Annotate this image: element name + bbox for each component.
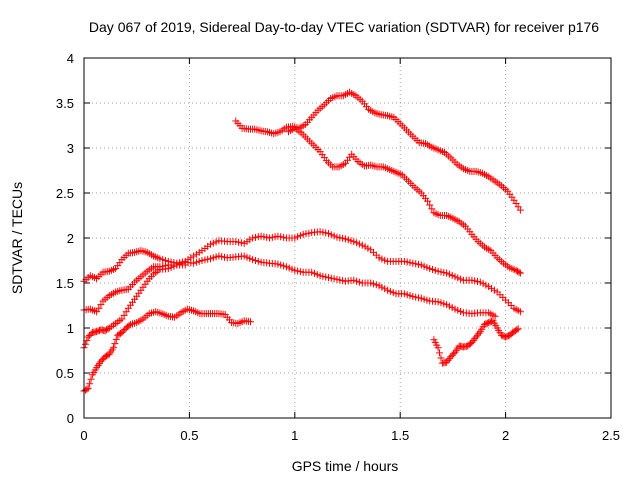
satellite-track-3 [80, 261, 189, 352]
grid [84, 58, 611, 418]
y-tick-label: 4 [67, 51, 74, 66]
x-tick-label: 0.5 [180, 428, 198, 443]
data-point [381, 285, 389, 293]
data-point [514, 267, 521, 275]
data-point [488, 317, 495, 325]
satellite-track-1 [80, 228, 524, 316]
data-point [302, 230, 310, 238]
data-point [513, 326, 521, 334]
y-tick-label: 0 [67, 411, 74, 426]
data-point [514, 325, 522, 333]
data-point [355, 240, 363, 248]
data-point [249, 256, 257, 264]
satellite-track-4 [80, 305, 254, 395]
x-tick-label: 0 [80, 428, 87, 443]
data-point [516, 206, 524, 214]
data-points [80, 88, 524, 395]
data-point [93, 328, 101, 336]
satellite-track-5 [232, 88, 524, 214]
data-point [475, 329, 483, 337]
data-point [436, 349, 443, 357]
data-point [428, 205, 436, 213]
data-point [444, 356, 452, 364]
data-point [486, 318, 494, 326]
data-point [119, 327, 127, 335]
y-tick-label: 1.5 [56, 276, 74, 291]
x-tick-label: 1 [291, 428, 298, 443]
data-point [409, 293, 417, 300]
data-point [247, 318, 254, 326]
x-axis-label: GPS time / hours [292, 458, 399, 474]
data-point [112, 335, 120, 343]
data-point [86, 380, 94, 388]
data-point [81, 340, 89, 348]
data-point [95, 304, 103, 312]
data-point [472, 333, 480, 341]
data-point [434, 267, 442, 275]
data-point [355, 278, 363, 286]
data-point [198, 257, 206, 264]
data-point [93, 308, 101, 316]
data-point [516, 269, 524, 277]
data-point [118, 315, 126, 323]
data-point [434, 298, 442, 306]
data-point [450, 350, 458, 358]
data-point [474, 331, 481, 339]
data-point [330, 275, 338, 283]
data-point [424, 197, 432, 205]
data-point [469, 337, 477, 345]
data-point [515, 268, 523, 276]
data-point [437, 354, 445, 362]
data-point [409, 259, 417, 267]
x-tick-label: 2 [502, 428, 509, 443]
x-tick-label: 1.5 [391, 428, 409, 443]
y-tick-label: 0.5 [56, 366, 74, 381]
y-tick-label: 1 [67, 321, 74, 336]
data-point [381, 256, 389, 264]
y-tick-label: 3.5 [56, 96, 74, 111]
y-tick-label: 3 [67, 141, 74, 156]
data-point [249, 234, 257, 242]
data-point [488, 284, 495, 292]
data-point [516, 308, 524, 316]
data-point [181, 261, 189, 269]
data-point [110, 344, 117, 352]
data-point [97, 301, 105, 309]
data-point [84, 384, 92, 392]
data-point [471, 335, 479, 343]
data-point [87, 375, 95, 383]
plot-frame [83, 57, 612, 419]
data-point [125, 322, 133, 330]
data-point [512, 266, 520, 274]
satellite-track-6 [285, 124, 524, 277]
data-point [120, 311, 128, 319]
data-point [111, 340, 119, 348]
data-point [468, 338, 476, 346]
axis-ticks: 0 0.5 1 1.5 2 2.5 0 0.5 1 1.5 2 2.5 3 3.5 4 [56, 51, 620, 443]
data-point [330, 232, 338, 240]
x-tick-label: 2.5 [602, 428, 620, 443]
data-point [434, 344, 442, 352]
data-point [443, 358, 451, 366]
y-tick-label: 2 [67, 231, 74, 246]
data-point [170, 262, 178, 270]
y-axis-label: SDTVAR / TECUs [9, 182, 25, 294]
chart-title: Day 067 of 2019, Sidereal Day-to-day VTE… [89, 19, 599, 35]
data-point [118, 329, 126, 336]
data-point [277, 233, 285, 241]
satellite-track-7 [430, 317, 522, 367]
y-tick-label: 2.5 [56, 186, 74, 201]
data-point [426, 201, 434, 209]
data-point [277, 261, 285, 269]
data-point [491, 312, 499, 320]
data-point [122, 308, 130, 316]
